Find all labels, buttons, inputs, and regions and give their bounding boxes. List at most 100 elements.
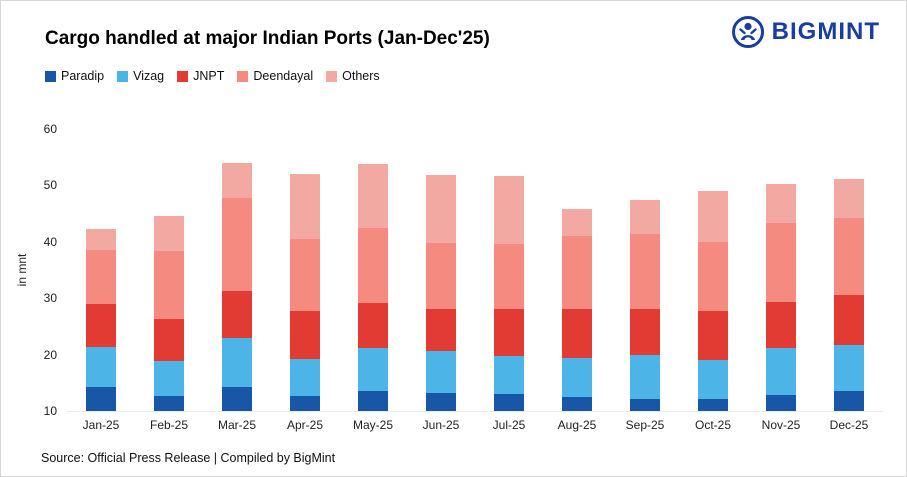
bar-segment-deendayal-jul-25[interactable] <box>494 243 524 309</box>
bar-segment-deendayal-jan-25[interactable] <box>86 250 116 304</box>
legend-item-others[interactable]: Others <box>326 69 380 83</box>
x-label-apr-25: Apr-25 <box>286 418 324 432</box>
bar-segment-paradip-nov-25[interactable] <box>766 395 796 411</box>
bar-segment-paradip-sep-25[interactable] <box>630 399 660 411</box>
bar-slot-oct-25 <box>679 129 747 411</box>
bar-segment-jnpt-dec-25[interactable] <box>834 295 864 346</box>
stacked-bar-oct-25[interactable] <box>698 129 728 411</box>
bar-segment-vizag-nov-25[interactable] <box>766 347 796 396</box>
bar-segment-vizag-jul-25[interactable] <box>494 356 524 395</box>
bar-segment-deendayal-may-25[interactable] <box>358 227 388 303</box>
bar-segment-deendayal-mar-25[interactable] <box>222 197 252 291</box>
bar-segment-vizag-dec-25[interactable] <box>834 345 864 392</box>
bar-segment-paradip-dec-25[interactable] <box>834 391 864 411</box>
bar-segment-jnpt-may-25[interactable] <box>358 302 388 348</box>
stacked-bar-jan-25[interactable] <box>86 129 116 411</box>
bar-segment-others-aug-25[interactable] <box>562 209 592 237</box>
bar-segment-deendayal-jun-25[interactable] <box>426 242 456 309</box>
bar-segment-vizag-jan-25[interactable] <box>86 347 116 388</box>
bar-segment-paradip-apr-25[interactable] <box>290 396 320 411</box>
bar-slot-jan-25 <box>67 129 135 411</box>
bar-segment-jnpt-sep-25[interactable] <box>630 308 660 356</box>
bar-segment-others-jun-25[interactable] <box>426 175 456 243</box>
bar-segment-others-oct-25[interactable] <box>698 191 728 242</box>
y-axis-ticks: 10 20 30 40 50 60 <box>9 122 57 418</box>
bar-segment-others-nov-25[interactable] <box>766 183 796 224</box>
bar-segment-deendayal-apr-25[interactable] <box>290 238 320 311</box>
bar-segment-jnpt-feb-25[interactable] <box>154 319 184 362</box>
legend-label-others: Others <box>342 69 380 83</box>
bar-segment-deendayal-feb-25[interactable] <box>154 251 184 320</box>
bar-segment-paradip-jan-25[interactable] <box>86 387 116 411</box>
bar-segment-others-sep-25[interactable] <box>630 199 660 235</box>
bar-segment-jnpt-mar-25[interactable] <box>222 290 252 338</box>
y-tick-10: 10 <box>43 404 57 418</box>
x-label-mar-25: Mar-25 <box>217 418 256 432</box>
bar-segment-deendayal-dec-25[interactable] <box>834 218 864 296</box>
legend-label-deendayal: Deendayal <box>253 69 314 83</box>
stacked-bar-apr-25[interactable] <box>290 129 320 411</box>
bar-segment-others-dec-25[interactable] <box>834 178 864 219</box>
bar-segment-paradip-jul-25[interactable] <box>494 394 524 411</box>
bar-segment-jnpt-aug-25[interactable] <box>562 308 592 358</box>
legend-item-paradip[interactable]: Paradip <box>45 69 104 83</box>
stacked-bar-dec-25[interactable] <box>834 129 864 411</box>
bar-segment-jnpt-jan-25[interactable] <box>86 303 116 348</box>
x-label-nov-25: Nov-25 <box>761 418 801 432</box>
bar-segment-jnpt-apr-25[interactable] <box>290 310 320 359</box>
bar-segment-paradip-may-25[interactable] <box>358 390 388 411</box>
bar-segment-paradip-feb-25[interactable] <box>154 396 184 411</box>
bar-segment-paradip-aug-25[interactable] <box>562 397 592 411</box>
bar-segment-deendayal-aug-25[interactable] <box>562 236 592 309</box>
bar-segment-vizag-apr-25[interactable] <box>290 358 320 397</box>
bar-segment-vizag-sep-25[interactable] <box>630 355 660 400</box>
x-label-jan-25: Jan-25 <box>82 418 120 432</box>
bar-segment-vizag-oct-25[interactable] <box>698 359 728 399</box>
bar-segment-deendayal-oct-25[interactable] <box>698 241 728 312</box>
legend-label-paradip: Paradip <box>61 69 105 83</box>
stacked-bar-may-25[interactable] <box>358 129 388 411</box>
legend: Paradip Vizag JNPT Deendayal Others <box>45 69 380 83</box>
stacked-bar-nov-25[interactable] <box>766 129 796 411</box>
legend-item-vizag[interactable]: Vizag <box>117 69 164 83</box>
bar-segment-others-mar-25[interactable] <box>222 162 252 198</box>
x-label-may-25: May-25 <box>352 418 393 432</box>
bar-segment-vizag-feb-25[interactable] <box>154 361 184 397</box>
stacked-bar-mar-25[interactable] <box>222 129 252 411</box>
x-label-dec-25: Dec-25 <box>829 418 869 432</box>
bar-segment-vizag-aug-25[interactable] <box>562 358 592 398</box>
bar-segment-paradip-mar-25[interactable] <box>222 387 252 411</box>
bar-segment-jnpt-nov-25[interactable] <box>766 302 796 348</box>
bar-segment-others-feb-25[interactable] <box>154 216 184 252</box>
x-label-aug-25: Aug-25 <box>557 418 597 432</box>
bar-slot-jul-25 <box>475 129 543 411</box>
bar-segment-vizag-mar-25[interactable] <box>222 337 252 388</box>
x-label-oct-25: Oct-25 <box>694 418 731 432</box>
bar-segment-deendayal-nov-25[interactable] <box>766 223 796 303</box>
bar-segment-paradip-jun-25[interactable] <box>426 392 456 411</box>
stacked-bar-aug-25[interactable] <box>562 129 592 411</box>
stacked-bar-jun-25[interactable] <box>426 129 456 411</box>
y-tick-40: 40 <box>43 234 57 249</box>
y-tick-30: 30 <box>43 291 57 306</box>
bigmint-logo-text: BIGMINT <box>771 18 880 45</box>
bar-segment-jnpt-jul-25[interactable] <box>494 308 524 357</box>
bar-segment-others-jul-25[interactable] <box>494 175 524 244</box>
bar-segment-vizag-jun-25[interactable] <box>426 351 456 393</box>
legend-item-jnpt[interactable]: JNPT <box>177 69 224 83</box>
bar-segment-others-may-25[interactable] <box>358 163 388 228</box>
bar-segment-jnpt-oct-25[interactable] <box>698 311 728 360</box>
legend-item-deendayal[interactable]: Deendayal <box>237 69 313 83</box>
bar-segment-jnpt-jun-25[interactable] <box>426 308 456 352</box>
bar-segment-others-jan-25[interactable] <box>86 228 116 251</box>
bar-segment-vizag-may-25[interactable] <box>358 347 388 391</box>
bar-segment-deendayal-sep-25[interactable] <box>630 234 660 309</box>
bar-slot-feb-25 <box>135 129 203 411</box>
stacked-bar-jul-25[interactable] <box>494 129 524 411</box>
bar-segment-paradip-oct-25[interactable] <box>698 398 728 411</box>
bar-segment-others-apr-25[interactable] <box>290 174 320 239</box>
stacked-bar-feb-25[interactable] <box>154 129 184 411</box>
stacked-bar-sep-25[interactable] <box>630 129 660 411</box>
bar-slot-jun-25 <box>407 129 475 411</box>
